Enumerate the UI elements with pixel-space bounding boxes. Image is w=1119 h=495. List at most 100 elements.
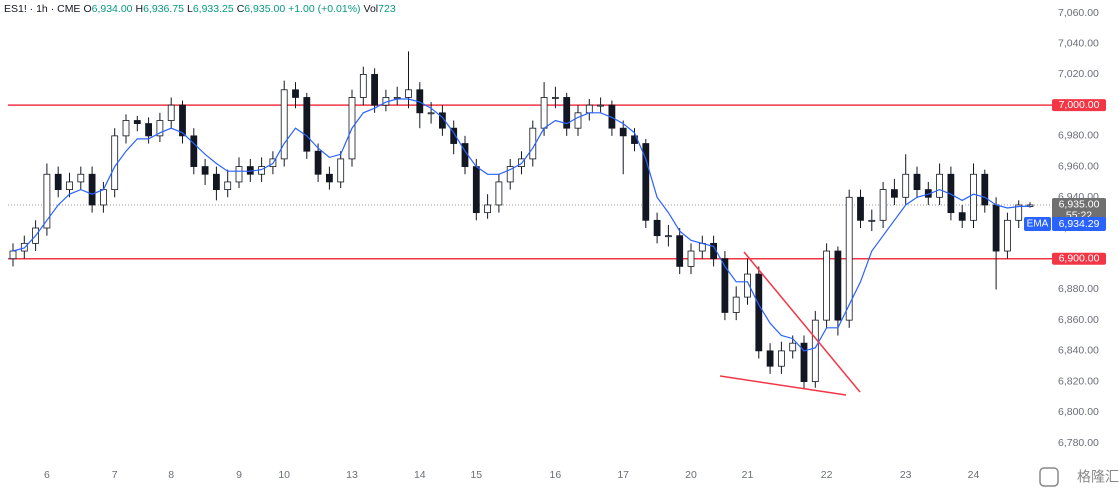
candle-body: [823, 250, 830, 321]
volume: 723: [378, 3, 396, 15]
candle-body: [766, 350, 774, 367]
candle-body: [325, 173, 333, 183]
candle-body: [280, 89, 288, 160]
ema-name-bg: [1024, 217, 1051, 232]
candle-body: [744, 273, 751, 298]
candle-body: [450, 127, 458, 144]
candle-body: [43, 173, 51, 229]
candle-body: [156, 120, 164, 137]
hline-label: 6,900.00: [1059, 252, 1100, 264]
candle-body: [314, 150, 322, 175]
candle-body: [755, 273, 763, 352]
candle-body: [100, 189, 107, 206]
field-label: O: [83, 3, 92, 15]
candle-body: [619, 127, 627, 137]
x-tick-label: 15: [470, 469, 482, 481]
candle-body: [212, 173, 220, 191]
y-tick-label: 7,020.00: [1058, 68, 1099, 80]
last-price-label: 6,935.00: [1059, 199, 1100, 211]
candle-body: [778, 350, 785, 367]
volume-label: Vol: [363, 3, 379, 15]
candle-body: [54, 173, 62, 191]
change: +1.00 (+0.01%): [288, 3, 361, 15]
x-tick-label: 20: [685, 469, 697, 481]
y-tick-label: 6,840.00: [1058, 345, 1099, 357]
candle-body: [891, 189, 898, 198]
candle-body: [77, 173, 85, 183]
x-tick-label: 9: [236, 469, 242, 481]
hline-label-bg: [1052, 99, 1106, 112]
last-price-bg: [1052, 197, 1106, 222]
candle-body: [970, 173, 977, 221]
hline-label-bg: [1052, 252, 1106, 265]
candle-body: [405, 89, 412, 98]
candle-body: [563, 97, 571, 129]
field-value: 6,936.75: [143, 3, 184, 15]
x-tick-label: 23: [900, 469, 912, 481]
candle-body: [371, 74, 379, 106]
trend-line: [719, 375, 847, 396]
x-tick-label: 17: [617, 469, 629, 481]
x-tick-label: 22: [821, 469, 833, 481]
ema-line: [12, 98, 1031, 352]
candle-body: [552, 97, 559, 99]
field-label: H: [135, 3, 144, 15]
y-tick-label: 7,040.00: [1058, 37, 1099, 49]
watermark-logo: 格隆汇: [1039, 467, 1119, 487]
candle-body: [857, 196, 864, 221]
x-tick-label: 14: [414, 469, 426, 481]
candle-body: [834, 250, 842, 321]
candle-body: [902, 173, 910, 198]
triangle-drawing: [719, 251, 861, 396]
candle-body: [597, 104, 604, 107]
x-tick-label: 7: [112, 469, 118, 481]
y-tick-label: 6,880.00: [1058, 283, 1099, 295]
hline-label: 7,000.00: [1059, 99, 1100, 111]
x-tick-label: 8: [168, 469, 174, 481]
y-tick-label: 6,800.00: [1058, 406, 1099, 418]
candle-body: [145, 123, 153, 137]
candle-body: [292, 89, 299, 98]
symbol: ES1! · 1h · CME: [4, 3, 81, 15]
x-tick-label: 21: [742, 469, 754, 481]
candle-body: [721, 258, 729, 313]
candle-body: [800, 342, 808, 382]
candle-body: [201, 166, 209, 175]
ema-name: EMA: [1027, 219, 1049, 230]
candle-body: [687, 250, 695, 267]
x-tick-label: 24: [968, 469, 980, 481]
x-tick-label: 10: [278, 469, 290, 481]
candle-body: [190, 135, 198, 167]
candle-body: [868, 219, 876, 222]
field-value: 6,933.25: [192, 3, 234, 15]
candle-body: [845, 196, 853, 321]
candle-body: [506, 166, 514, 183]
candle-body: [66, 181, 73, 191]
y-tick-label: 6,960.00: [1058, 160, 1099, 172]
candle-body: [122, 120, 130, 137]
candle-body: [585, 104, 593, 114]
candle-body: [88, 173, 96, 206]
field-label: L: [186, 3, 193, 15]
candle-body: [224, 181, 232, 191]
field-label: C: [236, 3, 245, 15]
candle-body: [653, 219, 661, 237]
candle-body: [676, 235, 684, 267]
candle-body: [484, 204, 492, 214]
legend-header: ES1! · 1h · CME O6,934.00 H6,936.75 L6,933.…: [4, 3, 399, 15]
x-tick-label: 13: [346, 469, 358, 481]
candle-body: [811, 319, 819, 382]
candle-body: [540, 97, 548, 129]
y-tick-label: 7,060.00: [1058, 7, 1099, 19]
field-value: 6,935.00: [244, 3, 286, 15]
candle-body: [642, 143, 650, 221]
candle-body: [393, 97, 401, 99]
y-tick-label: 6,780.00: [1058, 437, 1099, 449]
candle-body: [179, 104, 186, 137]
y-tick-label: 6,980.00: [1058, 130, 1099, 142]
x-tick-label: 6: [44, 469, 50, 481]
candle-body: [936, 173, 943, 198]
field-value: 6,934.00: [91, 3, 133, 15]
watermark: 格隆汇: [1077, 469, 1119, 485]
candle-body: [472, 166, 480, 214]
